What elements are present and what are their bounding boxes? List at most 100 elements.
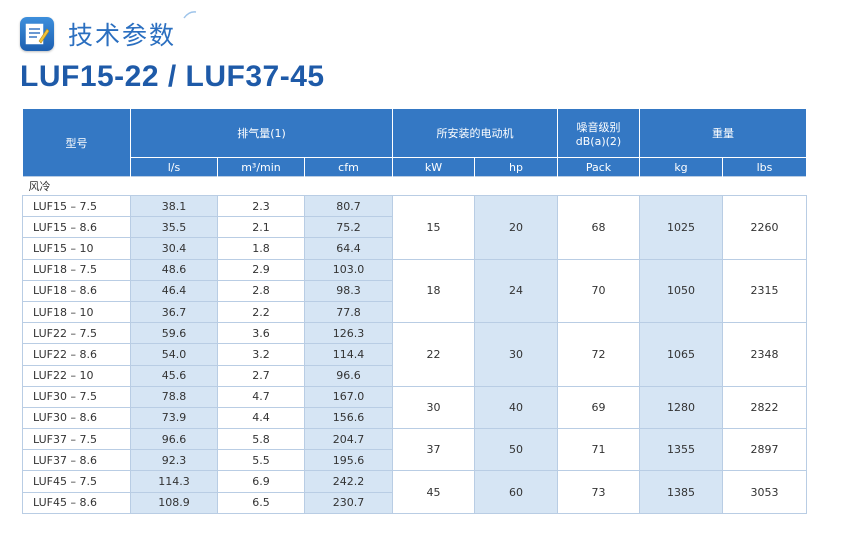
airflow-ls-cell: 48.6 (130, 258, 218, 281)
weight-lbs-cell: 2897 (722, 428, 807, 472)
airflow-m3min-cell: 2.1 (217, 216, 305, 239)
weight-kg-cell: 1280 (639, 385, 723, 430)
motor-kw-cell: 45 (392, 470, 475, 514)
airflow-ls-cell: 108.9 (130, 491, 218, 514)
header-weight: 重量 (639, 109, 807, 158)
airflow-ls-cell: 114.3 (130, 470, 218, 493)
subheader-kg: kg (639, 157, 723, 177)
subheader-hp: hp (474, 157, 558, 177)
weight-lbs-cell: 3053 (722, 470, 807, 514)
subheader-ls: l/s (130, 157, 218, 177)
airflow-cfm-cell: 167.0 (304, 385, 393, 408)
section-header: 技术参数 (20, 14, 176, 54)
table-row: LUF22 – 10 45.6 2.7 96.6 (22, 364, 807, 387)
airflow-cfm-cell: 75.2 (304, 216, 393, 239)
model-cell: LUF18 – 8.6 (22, 279, 131, 302)
airflow-cfm-cell: 114.4 (304, 343, 393, 366)
airflow-ls-cell: 46.4 (130, 279, 218, 302)
section-title: 技术参数 (68, 21, 177, 50)
airflow-ls-cell: 30.4 (130, 237, 218, 260)
airflow-cfm-cell: 103.0 (304, 258, 393, 281)
model-cell: LUF30 – 7.5 (22, 385, 131, 408)
document-pen-icon (20, 17, 54, 51)
airflow-m3min-cell: 2.3 (217, 194, 305, 218)
airflow-m3min-cell: 2.2 (217, 300, 305, 324)
subheader-kw: kW (392, 157, 475, 177)
motor-kw-cell: 22 (392, 322, 475, 387)
noise-pack-cell: 72 (557, 322, 640, 387)
subheader-m3min: m³/min (217, 157, 305, 177)
airflow-m3min-cell: 3.6 (217, 322, 305, 345)
noise-pack-cell: 69 (557, 385, 640, 430)
weight-kg-cell: 1065 (639, 322, 723, 387)
airflow-ls-cell: 36.7 (130, 300, 218, 324)
table-row: LUF37 – 7.5 96.6 5.8 204.7 37 50 71 1355 2897 (22, 428, 807, 472)
noise-pack-cell: 70 (557, 258, 640, 324)
airflow-ls-cell: 45.6 (130, 364, 218, 387)
airflow-m3min-cell: 2.8 (217, 279, 305, 302)
weight-kg-cell: 1355 (639, 428, 723, 472)
motor-kw-cell: 30 (392, 385, 475, 430)
airflow-m3min-cell: 1.8 (217, 237, 305, 260)
airflow-m3min-cell: 3.2 (217, 343, 305, 366)
weight-lbs-cell: 2822 (722, 385, 807, 430)
motor-hp-cell: 30 (474, 322, 558, 387)
model-cell: LUF15 – 7.5 (22, 194, 131, 218)
model-title: LUF15-22 / LUF37-45 (20, 60, 325, 93)
subheader-cfm: cfm (304, 157, 393, 177)
weight-kg-cell: 1385 (639, 470, 723, 514)
header-noise-label: 噪音级别 (576, 120, 621, 134)
weight-lbs-cell: 2315 (722, 258, 807, 324)
motor-hp-cell: 20 (474, 195, 558, 260)
model-cell: LUF45 – 8.6 (22, 491, 131, 514)
header-model: 型号 (22, 109, 131, 177)
header-noise-unit: dB(a)(2) (575, 134, 622, 148)
noise-pack-cell: 71 (557, 428, 640, 472)
airflow-ls-cell: 54.0 (130, 343, 218, 366)
noise-pack-cell: 73 (557, 470, 640, 514)
motor-hp-cell: 24 (474, 258, 558, 324)
airflow-ls-cell: 59.6 (130, 322, 218, 345)
airflow-cfm-cell: 242.2 (304, 470, 393, 493)
swoosh-decoration (183, 11, 197, 19)
header-motor: 所安装的电动机 (392, 109, 558, 158)
model-cell: LUF22 – 7.5 (22, 322, 131, 345)
airflow-cfm-cell: 156.6 (304, 406, 393, 430)
airflow-cfm-cell: 96.6 (304, 364, 393, 387)
airflow-m3min-cell: 6.9 (217, 470, 305, 493)
weight-lbs-cell: 2348 (722, 322, 807, 387)
table-row: LUF15 – 7.5 38.1 2.3 80.7 15 20 68 1025 2260 (22, 194, 807, 260)
weight-kg-cell: 1050 (639, 258, 723, 324)
table-row: LUF45 – 8.6 108.9 6.5 230.7 (22, 491, 807, 514)
motor-kw-cell: 37 (392, 428, 475, 472)
category-label: 风冷 (22, 176, 807, 196)
airflow-m3min-cell: 2.9 (217, 258, 305, 281)
airflow-ls-cell: 78.8 (130, 385, 218, 408)
table-row: LUF22 – 8.6 54.0 3.2 114.4 (22, 343, 807, 366)
airflow-m3min-cell: 5.8 (217, 428, 305, 451)
model-cell: LUF22 – 8.6 (22, 343, 131, 366)
model-cell: LUF22 – 10 (22, 364, 131, 387)
airflow-cfm-cell: 195.6 (304, 449, 393, 472)
airflow-ls-cell: 96.6 (130, 428, 218, 451)
motor-hp-cell: 60 (474, 470, 558, 514)
airflow-cfm-cell: 204.7 (304, 428, 393, 451)
airflow-m3min-cell: 5.5 (217, 449, 305, 472)
airflow-ls-cell: 92.3 (130, 449, 218, 472)
airflow-cfm-cell: 80.7 (304, 194, 393, 218)
model-cell: LUF37 – 7.5 (22, 428, 131, 451)
table-row: LUF37 – 8.6 92.3 5.5 195.6 (22, 449, 807, 472)
model-cell: LUF15 – 10 (22, 237, 131, 260)
weight-kg-cell: 1025 (639, 195, 723, 260)
model-cell: LUF18 – 7.5 (22, 258, 131, 281)
airflow-cfm-cell: 230.7 (304, 491, 393, 514)
airflow-cfm-cell: 77.8 (304, 300, 393, 324)
header-air: 排气量(1) (130, 109, 393, 158)
model-cell: LUF45 – 7.5 (22, 470, 131, 493)
table-row: LUF18 – 8.6 46.4 2.8 98.3 (22, 279, 807, 302)
motor-kw-cell: 15 (392, 195, 475, 260)
model-cell: LUF15 – 8.6 (22, 216, 131, 239)
motor-hp-cell: 40 (474, 385, 558, 430)
subheader-lbs: lbs (722, 157, 807, 177)
model-cell: LUF18 – 10 (22, 300, 131, 324)
